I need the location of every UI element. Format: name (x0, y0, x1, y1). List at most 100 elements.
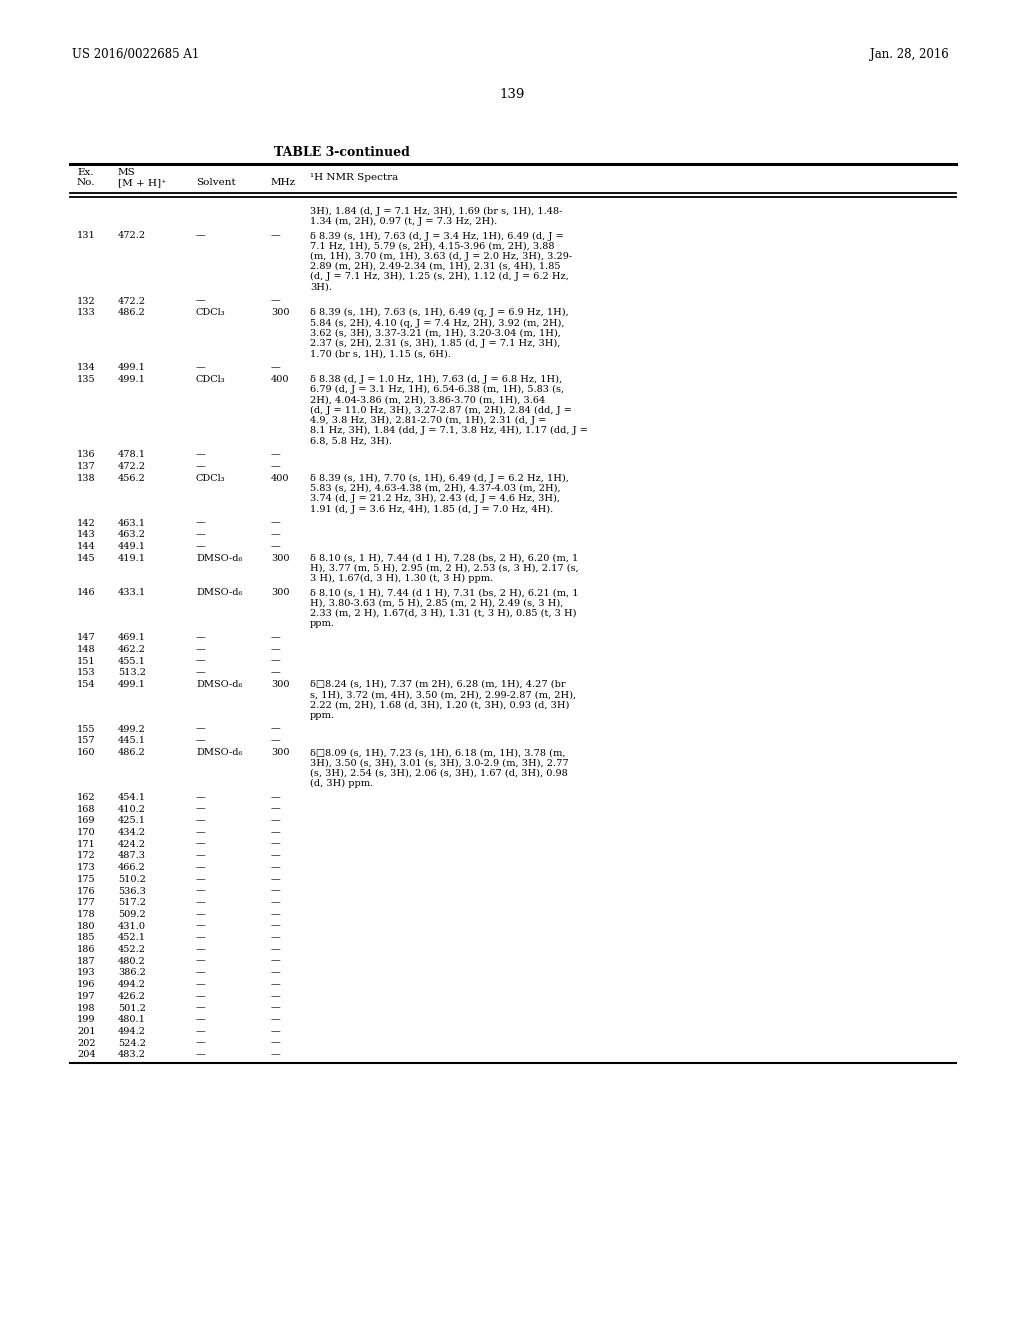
Text: 1.91 (d, J = 3.6 Hz, 4H), 1.85 (d, J = 7.0 Hz, 4H).: 1.91 (d, J = 3.6 Hz, 4H), 1.85 (d, J = 7… (310, 504, 553, 513)
Text: —: — (271, 1027, 281, 1036)
Text: —: — (271, 969, 281, 977)
Text: 2H), 4.04-3.86 (m, 2H), 3.86-3.70 (m, 1H), 3.64: 2H), 4.04-3.86 (m, 2H), 3.86-3.70 (m, 1H… (310, 396, 545, 404)
Text: 185: 185 (77, 933, 95, 942)
Text: H), 3.80-3.63 (m, 5 H), 2.85 (m, 2 H), 2.49 (s, 3 H),: H), 3.80-3.63 (m, 5 H), 2.85 (m, 2 H), 2… (310, 598, 563, 607)
Text: —: — (196, 991, 206, 1001)
Text: 462.2: 462.2 (118, 644, 146, 653)
Text: No.: No. (77, 178, 95, 187)
Text: Jan. 28, 2016: Jan. 28, 2016 (870, 48, 949, 61)
Text: DMSO-d₆: DMSO-d₆ (196, 748, 243, 758)
Text: 144: 144 (77, 543, 96, 550)
Text: δ 8.38 (d, J = 1.0 Hz, 1H), 7.63 (d, J = 6.8 Hz, 1H),: δ 8.38 (d, J = 1.0 Hz, 1H), 7.63 (d, J =… (310, 375, 562, 384)
Text: δ□8.09 (s, 1H), 7.23 (s, 1H), 6.18 (m, 1H), 3.78 (m,: δ□8.09 (s, 1H), 7.23 (s, 1H), 6.18 (m, 1… (310, 748, 565, 758)
Text: 487.3: 487.3 (118, 851, 146, 861)
Text: 400: 400 (271, 375, 290, 384)
Text: 419.1: 419.1 (118, 553, 146, 562)
Text: —: — (196, 909, 206, 919)
Text: —: — (271, 519, 281, 528)
Text: 424.2: 424.2 (118, 840, 146, 849)
Text: —: — (271, 909, 281, 919)
Text: —: — (196, 805, 206, 813)
Text: 198: 198 (77, 1003, 95, 1012)
Text: —: — (271, 816, 281, 825)
Text: 463.1: 463.1 (118, 519, 146, 528)
Text: 494.2: 494.2 (118, 1027, 146, 1036)
Text: —: — (271, 363, 281, 372)
Text: 452.2: 452.2 (118, 945, 146, 954)
Text: 176: 176 (77, 887, 95, 895)
Text: 139: 139 (500, 88, 524, 102)
Text: —: — (271, 933, 281, 942)
Text: 386.2: 386.2 (118, 969, 145, 977)
Text: 162: 162 (77, 793, 95, 803)
Text: 494.2: 494.2 (118, 981, 146, 989)
Text: δ 8.39 (s, 1H), 7.70 (s, 1H), 6.49 (d, J = 6.2 Hz, 1H),: δ 8.39 (s, 1H), 7.70 (s, 1H), 6.49 (d, J… (310, 474, 569, 483)
Text: 486.2: 486.2 (118, 309, 145, 317)
Text: 2.33 (m, 2 H), 1.67(d, 3 H), 1.31 (t, 3 H), 0.85 (t, 3 H): 2.33 (m, 2 H), 1.67(d, 3 H), 1.31 (t, 3 … (310, 609, 577, 618)
Text: 3.62 (s, 3H), 3.37-3.21 (m, 1H), 3.20-3.04 (m, 1H),: 3.62 (s, 3H), 3.37-3.21 (m, 1H), 3.20-3.… (310, 329, 561, 338)
Text: δ 8.10 (s, 1 H), 7.44 (d 1 H), 7.28 (bs, 2 H), 6.20 (m, 1: δ 8.10 (s, 1 H), 7.44 (d 1 H), 7.28 (bs,… (310, 553, 579, 562)
Text: 445.1: 445.1 (118, 737, 146, 746)
Text: —: — (196, 840, 206, 849)
Text: 3H), 1.84 (d, J = 7.1 Hz, 3H), 1.69 (br s, 1H), 1.48-: 3H), 1.84 (d, J = 7.1 Hz, 3H), 1.69 (br … (310, 207, 562, 216)
Text: 204: 204 (77, 1051, 95, 1060)
Text: 300: 300 (271, 748, 290, 758)
Text: Solvent: Solvent (196, 178, 236, 187)
Text: 196: 196 (77, 981, 95, 989)
Text: ppm.: ppm. (310, 710, 335, 719)
Text: —: — (196, 363, 206, 372)
Text: 480.2: 480.2 (118, 957, 145, 966)
Text: 135: 135 (77, 375, 95, 384)
Text: 172: 172 (77, 851, 96, 861)
Text: —: — (196, 981, 206, 989)
Text: 472.2: 472.2 (118, 462, 146, 471)
Text: —: — (196, 957, 206, 966)
Text: 486.2: 486.2 (118, 748, 145, 758)
Text: —: — (271, 945, 281, 954)
Text: US 2016/0022685 A1: US 2016/0022685 A1 (72, 48, 200, 61)
Text: 133: 133 (77, 309, 96, 317)
Text: —: — (271, 921, 281, 931)
Text: 426.2: 426.2 (118, 991, 146, 1001)
Text: 199: 199 (77, 1015, 95, 1024)
Text: —: — (196, 543, 206, 550)
Text: 155: 155 (77, 725, 95, 734)
Text: 3H).: 3H). (310, 282, 332, 292)
Text: CDCl₃: CDCl₃ (196, 375, 225, 384)
Text: DMSO-d₆: DMSO-d₆ (196, 680, 243, 689)
Text: 433.1: 433.1 (118, 589, 146, 597)
Text: 2.37 (s, 2H), 2.31 (s, 3H), 1.85 (d, J = 7.1 Hz, 3H),: 2.37 (s, 2H), 2.31 (s, 3H), 1.85 (d, J =… (310, 339, 560, 348)
Text: 300: 300 (271, 309, 290, 317)
Text: 186: 186 (77, 945, 95, 954)
Text: 400: 400 (271, 474, 290, 483)
Text: 177: 177 (77, 898, 96, 907)
Text: 483.2: 483.2 (118, 1051, 146, 1060)
Text: 8.1 Hz, 3H), 1.84 (dd, J = 7.1, 3.8 Hz, 4H), 1.17 (dd, J =: 8.1 Hz, 3H), 1.84 (dd, J = 7.1, 3.8 Hz, … (310, 426, 588, 436)
Text: —: — (271, 840, 281, 849)
Text: 193: 193 (77, 969, 95, 977)
Text: 431.0: 431.0 (118, 921, 146, 931)
Text: 410.2: 410.2 (118, 805, 146, 813)
Text: —: — (196, 656, 206, 665)
Text: 478.1: 478.1 (118, 450, 146, 459)
Text: 160: 160 (77, 748, 95, 758)
Text: 131: 131 (77, 231, 96, 240)
Text: 202: 202 (77, 1039, 95, 1048)
Text: H), 3.77 (m, 5 H), 2.95 (m, 2 H), 2.53 (s, 3 H), 2.17 (s,: H), 3.77 (m, 5 H), 2.95 (m, 2 H), 2.53 (… (310, 564, 579, 573)
Text: 300: 300 (271, 680, 290, 689)
Text: —: — (196, 969, 206, 977)
Text: 6.79 (d, J = 3.1 Hz, 1H), 6.54-6.38 (m, 1H), 5.83 (s,: 6.79 (d, J = 3.1 Hz, 1H), 6.54-6.38 (m, … (310, 385, 564, 395)
Text: 480.1: 480.1 (118, 1015, 145, 1024)
Text: —: — (271, 793, 281, 803)
Text: —: — (196, 531, 206, 540)
Text: —: — (271, 297, 281, 306)
Text: 169: 169 (77, 816, 95, 825)
Text: 499.2: 499.2 (118, 725, 145, 734)
Text: 517.2: 517.2 (118, 898, 146, 907)
Text: 170: 170 (77, 828, 95, 837)
Text: 136: 136 (77, 450, 95, 459)
Text: —: — (196, 1003, 206, 1012)
Text: —: — (196, 462, 206, 471)
Text: (s, 3H), 2.54 (s, 3H), 2.06 (s, 3H), 1.67 (d, 3H), 0.98: (s, 3H), 2.54 (s, 3H), 2.06 (s, 3H), 1.6… (310, 768, 567, 777)
Text: Ex.: Ex. (77, 168, 93, 177)
